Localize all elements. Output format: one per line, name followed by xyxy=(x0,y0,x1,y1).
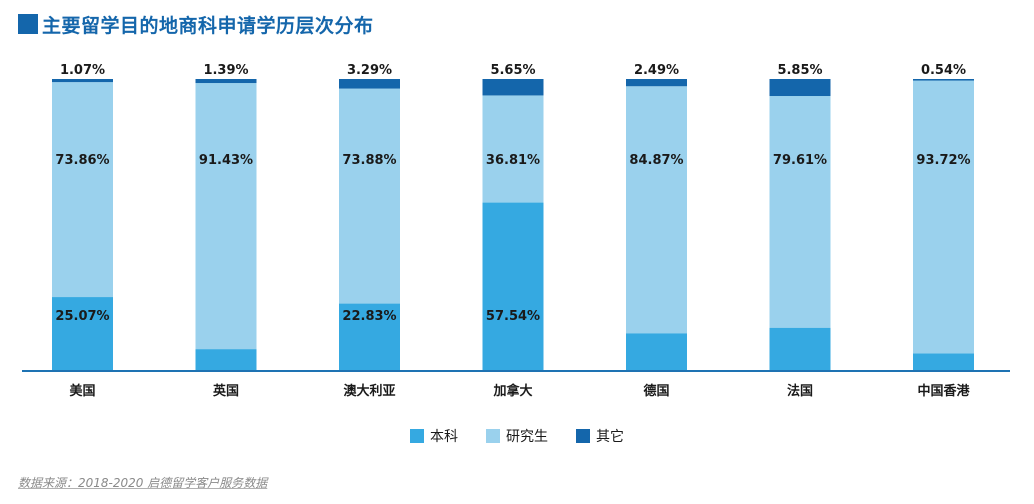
data-label-qita-4: 2.49% xyxy=(634,63,679,78)
bar-segment-benke-4 xyxy=(626,333,687,370)
category-label-6: 中国香港 xyxy=(917,383,970,399)
legend-swatch-benke xyxy=(410,429,424,443)
bar-segment-yanjiusheng-1 xyxy=(195,83,257,350)
legend-label-yanjiusheng: 研究生 xyxy=(506,429,548,445)
data-label-yanjiusheng-6: 93.72% xyxy=(916,153,970,168)
legend-item-benke: 本科 xyxy=(410,426,458,446)
category-label-1: 英国 xyxy=(212,383,239,399)
category-label-3: 加拿大 xyxy=(492,383,532,399)
data-label-yanjiusheng-4: 84.87% xyxy=(629,153,683,168)
bar-segment-benke-2 xyxy=(339,303,400,370)
chart-title-text: 主要留学目的地商科申请学历层次分布 xyxy=(42,14,374,37)
chart-legend: 本科 研究生 其它 xyxy=(0,426,1034,446)
chart-title: 主要留学目的地商科申请学历层次分布 xyxy=(18,12,374,37)
bar-segment-yanjiusheng-6 xyxy=(913,80,974,354)
data-label-yanjiusheng-1: 91.43% xyxy=(199,153,253,168)
bar-segment-qita-4 xyxy=(626,79,687,87)
data-label-benke-0: 25.07% xyxy=(55,309,109,324)
data-label-qita-5: 5.85% xyxy=(777,63,822,78)
bar-segment-yanjiusheng-2 xyxy=(339,88,400,304)
data-label-benke-3: 57.54% xyxy=(486,309,540,324)
bar-segment-yanjiusheng-5 xyxy=(769,96,831,328)
bar-segment-yanjiusheng-4 xyxy=(626,86,687,334)
data-label-yanjiusheng-3: 36.81% xyxy=(486,153,540,168)
data-label-qita-0: 1.07% xyxy=(60,63,105,78)
bar-segment-qita-3 xyxy=(482,79,544,96)
category-label-0: 美国 xyxy=(69,383,95,399)
legend-swatch-qita xyxy=(576,429,590,443)
data-label-yanjiusheng-2: 73.88% xyxy=(342,153,396,168)
data-label-qita-3: 5.65% xyxy=(490,63,535,78)
bar-segment-qita-2 xyxy=(339,79,400,89)
bar-segment-qita-0 xyxy=(52,79,113,83)
data-label-qita-1: 1.39% xyxy=(203,63,248,78)
bar-segment-benke-5 xyxy=(769,327,831,370)
data-label-yanjiusheng-0: 73.86% xyxy=(55,153,109,168)
title-marker-icon xyxy=(18,14,38,34)
legend-item-yanjiusheng: 研究生 xyxy=(486,426,548,446)
category-label-4: 德国 xyxy=(643,383,669,399)
bar-segment-yanjiusheng-0 xyxy=(52,82,113,298)
bar-segment-benke-6 xyxy=(913,353,974,370)
data-label-yanjiusheng-5: 79.61% xyxy=(773,153,827,168)
data-label-benke-2: 22.83% xyxy=(342,309,396,324)
category-label-5: 法国 xyxy=(787,383,813,399)
legend-label-qita: 其它 xyxy=(596,429,624,445)
bar-segment-benke-0 xyxy=(52,297,113,370)
legend-label-benke: 本科 xyxy=(430,429,458,445)
category-label-2: 澳大利亚 xyxy=(343,383,395,399)
bar-segment-benke-1 xyxy=(195,349,257,370)
data-label-qita-2: 3.29% xyxy=(347,63,392,78)
bar-segment-qita-6 xyxy=(913,79,974,81)
data-source-note: 数据来源：2018-2020 启德留学客户服务数据 xyxy=(18,476,268,490)
bar-segment-benke-3 xyxy=(482,202,544,370)
bar-segment-qita-5 xyxy=(769,79,831,97)
bar-segment-yanjiusheng-3 xyxy=(482,95,544,203)
stacked-bar-chart: 25.07%73.86%1.07%美国7.18%91.43%1.39%英国22.… xyxy=(22,63,1010,399)
bar-segment-qita-1 xyxy=(195,79,257,84)
legend-item-qita: 其它 xyxy=(576,426,624,446)
data-label-qita-6: 0.54% xyxy=(921,63,966,78)
legend-swatch-yanjiusheng xyxy=(486,429,500,443)
